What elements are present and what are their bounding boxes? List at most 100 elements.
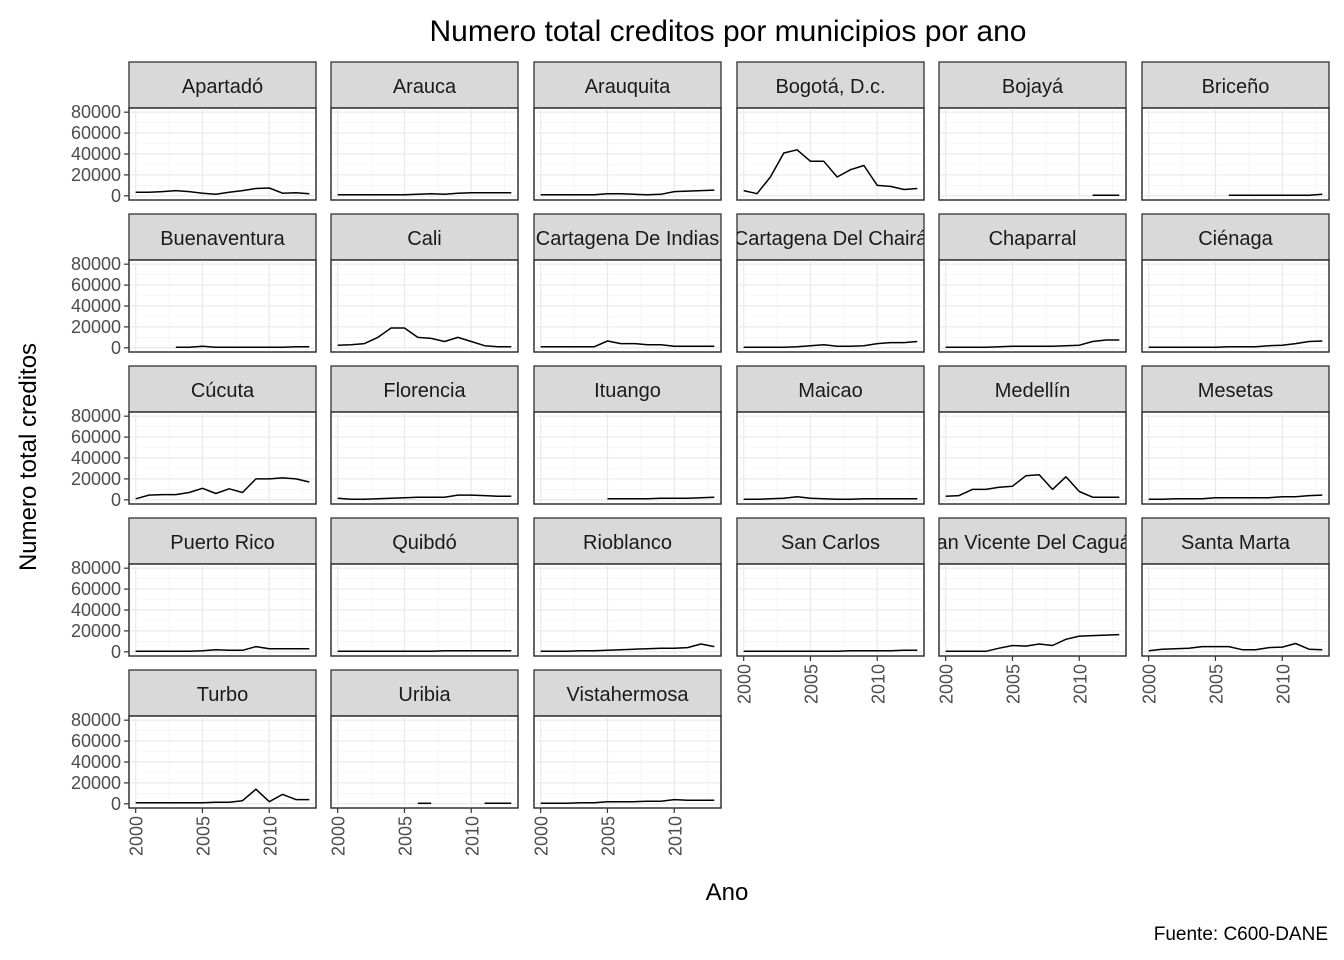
y-tick-label: 20000 <box>71 469 121 489</box>
facet-panel-border <box>533 411 722 505</box>
facet-strip-label: Turbo <box>197 684 249 706</box>
facet-strip-label: Cali <box>407 228 441 250</box>
facet-strip-label: San Carlos <box>781 532 880 554</box>
facet-panel-border <box>736 259 925 353</box>
facet-panel-border <box>938 411 1127 505</box>
series-line-briceno <box>1228 193 1323 197</box>
facet-strip-label: Buenaventura <box>160 228 285 250</box>
y-axis-title: Numero total creditos <box>15 343 42 571</box>
facet-cienaga: Ciénaga <box>1141 213 1330 353</box>
facet-cali: Cali <box>330 213 519 353</box>
y-tick-label: 0 <box>111 186 121 206</box>
facet-strip-label: Uribia <box>398 684 451 706</box>
y-tick-label: 60000 <box>71 123 121 143</box>
facet-strip-label: Vistahermosa <box>567 684 690 706</box>
series-line-florencia <box>337 494 512 501</box>
facet-strip <box>736 213 925 261</box>
facet-panel-border <box>330 715 519 809</box>
facet-strip <box>736 365 925 413</box>
facet-strip-label: Santa Marta <box>1181 532 1291 554</box>
facet-strip <box>1141 61 1330 109</box>
series-line-arauca <box>337 191 512 196</box>
facet-strip-label: Quibdó <box>392 532 457 554</box>
facet-strip <box>938 365 1127 413</box>
y-tick-label: 40000 <box>71 600 121 620</box>
facet-panel-border <box>938 563 1127 657</box>
facet-panel-border <box>1141 563 1330 657</box>
facet-uribia: Uribia 2000 2005 2010 <box>329 669 519 856</box>
y-tick-label: 0 <box>111 338 121 358</box>
x-tick-label: 2005 <box>599 816 619 856</box>
facet-strip-label: Cúcuta <box>191 380 255 402</box>
series-line-puerto-rico <box>135 645 310 653</box>
facet-strip-label: Arauquita <box>585 76 671 98</box>
facet-ituango: Ituango <box>533 365 722 505</box>
y-tick-label: 80000 <box>71 710 121 730</box>
facet-panel-border <box>330 107 519 201</box>
facet-strip-label: Apartadó <box>182 76 263 98</box>
x-tick-label: 2010 <box>462 816 482 856</box>
y-tick-label: 40000 <box>71 296 121 316</box>
facet-strip <box>938 213 1127 261</box>
facet-strip <box>533 213 722 261</box>
facet-panel-border <box>938 259 1127 353</box>
facet-panel-border <box>533 259 722 353</box>
facet-panel-border <box>1141 259 1330 353</box>
facet-strip-label: Briceño <box>1202 76 1270 98</box>
x-tick-label: 2010 <box>868 664 888 704</box>
facet-maicao: Maicao <box>736 365 925 505</box>
series-line-san-carlos <box>743 649 918 653</box>
series-line-mesetas <box>1148 494 1323 501</box>
facet-arauca: Arauca <box>330 61 519 201</box>
facet-panel-border <box>736 107 925 201</box>
facet-strip <box>1141 365 1330 413</box>
y-tick-label: 20000 <box>71 317 121 337</box>
facet-bogota-d-c: Bogotá, D.c. <box>736 61 925 201</box>
facet-mesetas: Mesetas <box>1141 365 1330 505</box>
facet-strip <box>128 365 317 413</box>
series-line-san-vicente-del-caguan <box>945 633 1120 653</box>
x-tick-label: 2005 <box>194 816 214 856</box>
facet-san-vicente-del-caguan: San Vicente Del Caguán 2000 2005 2010 <box>937 517 1127 704</box>
facet-panel-border <box>1141 107 1330 201</box>
facet-bojaya: Bojayá <box>938 61 1127 201</box>
y-tick-label: 0 <box>111 794 121 814</box>
x-tick-label: 2000 <box>127 816 147 856</box>
facet-rioblanco: Rioblanco <box>533 517 722 657</box>
series-line-cartagena-de-indias <box>540 340 715 348</box>
facet-san-carlos: San Carlos 2000 2005 2010 <box>735 517 925 704</box>
x-tick-label: 2005 <box>1207 664 1227 704</box>
facet-strip-label: Puerto Rico <box>170 532 275 554</box>
facet-strip <box>1141 517 1330 565</box>
facet-strip <box>128 61 317 109</box>
y-tick-label: 20000 <box>71 165 121 185</box>
y-tick-label: 40000 <box>71 144 121 164</box>
x-axis-title: Ano <box>706 879 749 906</box>
facet-strip-label: Cartagena Del Chairá <box>734 228 928 250</box>
series-line-chaparral <box>945 339 1120 349</box>
facet-panel-border <box>938 107 1127 201</box>
series-line-bogota-d-c <box>743 149 918 195</box>
y-tick-label: 80000 <box>71 254 121 274</box>
series-line-maicao <box>743 495 918 501</box>
facet-vistahermosa: Vistahermosa 2000 2005 2010 <box>532 669 722 856</box>
series-line-quibdo <box>337 650 512 653</box>
facet-strip <box>533 365 722 413</box>
facet-strip <box>330 365 519 413</box>
facet-strip <box>533 669 722 717</box>
y-tick-label: 40000 <box>71 448 121 468</box>
facet-panel-border <box>736 563 925 657</box>
facet-strip <box>128 669 317 717</box>
facet-strip-label: Chaparral <box>989 228 1077 250</box>
x-tick-label: 2000 <box>937 664 957 704</box>
x-tick-label: 2010 <box>1273 664 1293 704</box>
facet-strip-label: Bojayá <box>1002 76 1064 98</box>
facet-santa-marta: Santa Marta 2000 2005 2010 <box>1140 517 1330 704</box>
series-line-vistahermosa <box>540 798 715 805</box>
